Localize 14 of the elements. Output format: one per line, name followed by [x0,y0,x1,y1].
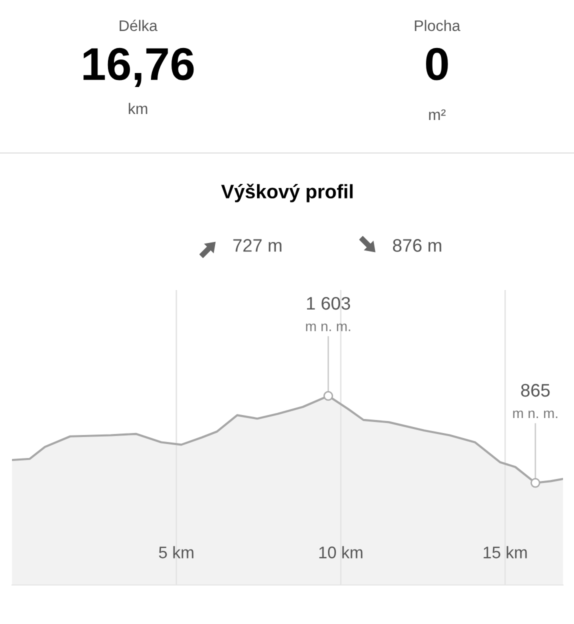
chart-title: Výškový profil [221,184,353,202]
text: Plocha [414,20,460,32]
text: km [128,102,148,114]
text: m² [429,109,446,120]
text: Délka [120,20,158,32]
x-tick-label: 5 km [158,546,194,558]
annotation: 865 m n. m. [513,384,558,418]
text: 727 m [233,239,282,252]
x-tick-label: 15 km [484,546,527,558]
text: 876 m [392,239,442,252]
text: 0 [426,48,448,80]
annotation: 1 603 m n. m. [306,296,350,332]
x-tick-label: 10 km [319,546,362,558]
text: 16,76 [84,48,194,87]
